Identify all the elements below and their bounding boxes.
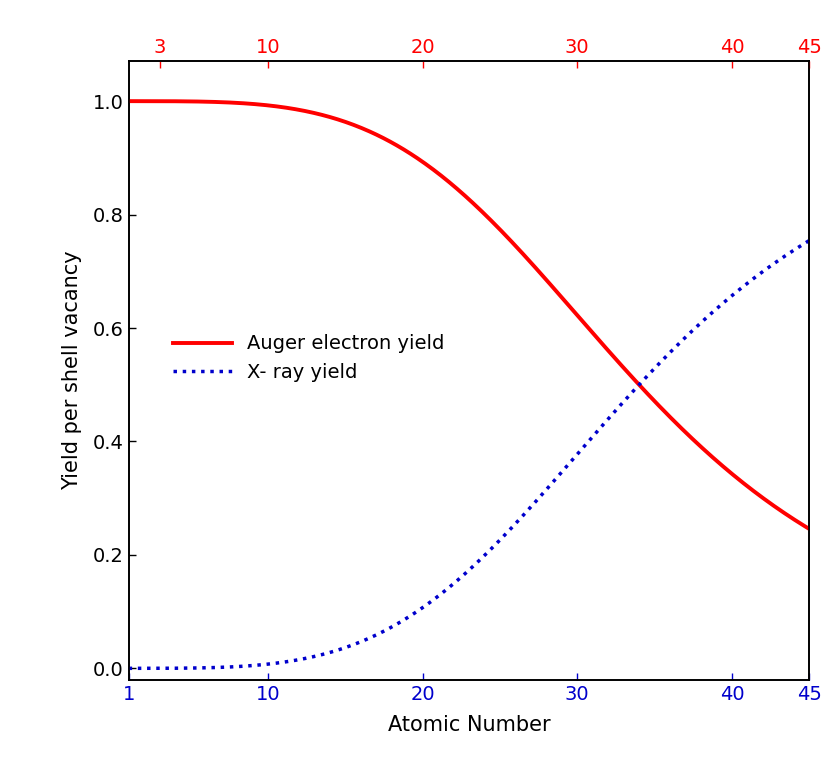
X-axis label: Atomic Number: Atomic Number <box>388 715 550 735</box>
X- ray yield <box>525 504 535 513</box>
Auger electron yield <box>432 167 442 177</box>
X- ray yield <box>636 378 646 387</box>
Auger electron yield <box>525 257 535 266</box>
Auger electron yield <box>579 317 588 326</box>
Line: Auger electron yield: Auger electron yield <box>129 101 809 529</box>
X- ray yield <box>804 236 814 245</box>
Y-axis label: Yield per shell vacancy: Yield per shell vacancy <box>61 250 82 491</box>
X- ray yield <box>244 661 254 670</box>
X- ray yield <box>432 593 442 602</box>
Auger electron yield <box>299 106 309 115</box>
X- ray yield <box>124 664 134 673</box>
Line: X- ray yield: X- ray yield <box>129 240 809 668</box>
Auger electron yield <box>244 99 254 108</box>
X- ray yield <box>579 443 588 452</box>
X- ray yield <box>299 654 309 664</box>
Auger electron yield <box>124 97 134 106</box>
Auger electron yield <box>636 382 646 392</box>
Legend: Auger electron yield, X- ray yield: Auger electron yield, X- ray yield <box>166 326 452 390</box>
Auger electron yield <box>804 525 814 534</box>
